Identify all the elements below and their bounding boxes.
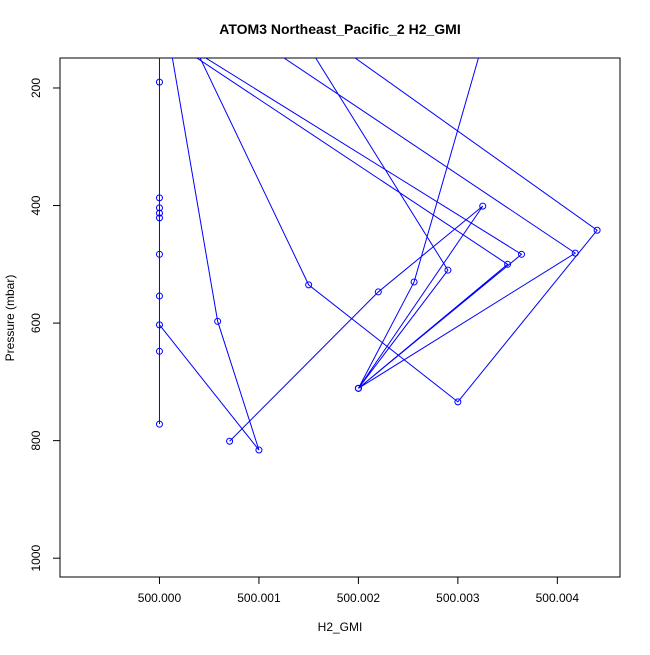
y-tick-label: 800 xyxy=(29,430,43,450)
data-point xyxy=(354,384,362,392)
x-tick-label: 500.001 xyxy=(237,591,281,605)
data-point xyxy=(444,266,452,274)
data-point xyxy=(155,292,163,300)
data-point xyxy=(518,250,526,258)
data-point xyxy=(504,260,512,268)
x-tick-label: 500.002 xyxy=(337,591,381,605)
data-point xyxy=(214,317,222,325)
data-point xyxy=(479,202,487,210)
data-point xyxy=(374,288,382,296)
y-tick-label: 1000 xyxy=(29,545,43,572)
data-point xyxy=(571,249,579,257)
data-point xyxy=(305,281,313,289)
data-point xyxy=(593,226,601,234)
data-point xyxy=(155,209,163,217)
x-tick-label: 500.000 xyxy=(138,591,182,605)
series-line xyxy=(158,58,598,451)
x-tick-label: 500.004 xyxy=(536,591,580,605)
data-point xyxy=(155,420,163,428)
data-point xyxy=(155,204,163,212)
y-tick-label: 600 xyxy=(29,313,43,333)
data-point xyxy=(226,437,234,445)
chart-title: ATOM3 Northeast_Pacific_2 H2_GMI xyxy=(219,21,460,37)
plot-area xyxy=(155,58,601,454)
x-tick-label: 500.003 xyxy=(436,591,480,605)
data-point xyxy=(155,347,163,355)
y-axis-label: Pressure (mbar) xyxy=(3,275,17,362)
data-point xyxy=(155,250,163,258)
data-point xyxy=(155,321,163,329)
data-point xyxy=(255,446,263,454)
data-point xyxy=(155,78,163,86)
y-tick-label: 400 xyxy=(29,195,43,215)
data-point xyxy=(410,278,418,286)
data-point xyxy=(454,398,462,406)
y-tick-label: 200 xyxy=(29,78,43,98)
x-axis-label: H2_GMI xyxy=(318,620,363,634)
data-point xyxy=(155,194,163,202)
data-point xyxy=(155,214,163,222)
plot-frame xyxy=(59,57,621,578)
